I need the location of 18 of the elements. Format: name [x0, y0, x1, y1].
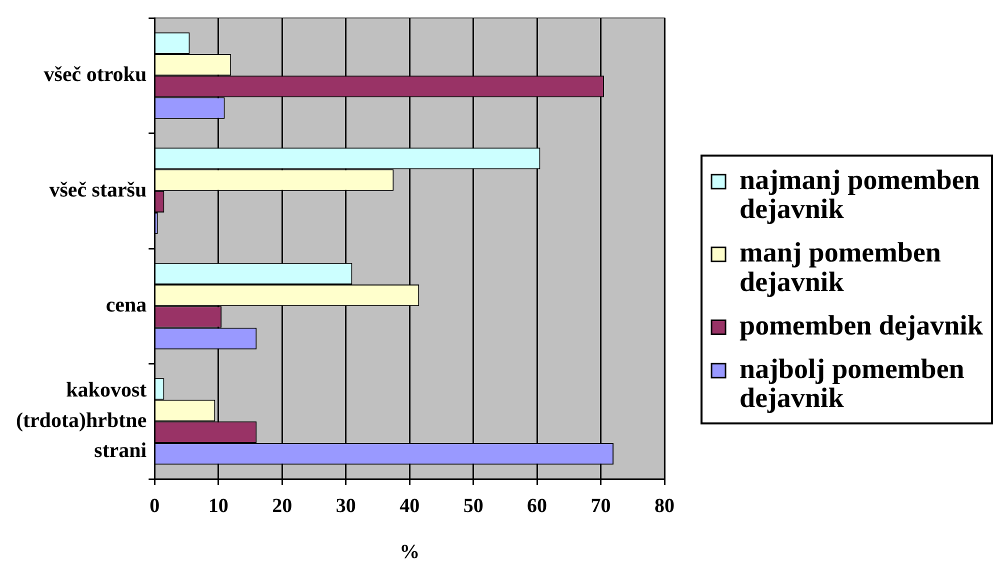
y-tick-label: kakovost (trdota)hrbtne strani [16, 377, 147, 462]
x-tick-label: 10 [208, 495, 228, 518]
legend-label: najbolj pomemben dejavnik [740, 354, 965, 414]
y-tick-label: cena [106, 292, 148, 317]
x-axis-title: % [400, 541, 420, 564]
x-tick-label: 20 [272, 495, 292, 518]
legend-label: najmanj pomemben dejavnik [740, 164, 980, 226]
x-tick-label: 50 [463, 495, 484, 518]
legend-label: manj pomemben dejavnik [740, 238, 942, 298]
x-tick-label: 30 [336, 495, 356, 518]
y-tick-label: všeč otroku [44, 62, 147, 86]
y-tick-label: všeč staršu [49, 177, 147, 202]
x-tick-label: 80 [654, 495, 675, 518]
legend-label: pomemben dejavnik [740, 310, 984, 342]
x-tick-label: 70 [590, 495, 611, 518]
x-tick-label: 0 [150, 495, 160, 518]
x-tick-label: 60 [527, 495, 548, 518]
x-tick-label: 40 [400, 495, 420, 518]
